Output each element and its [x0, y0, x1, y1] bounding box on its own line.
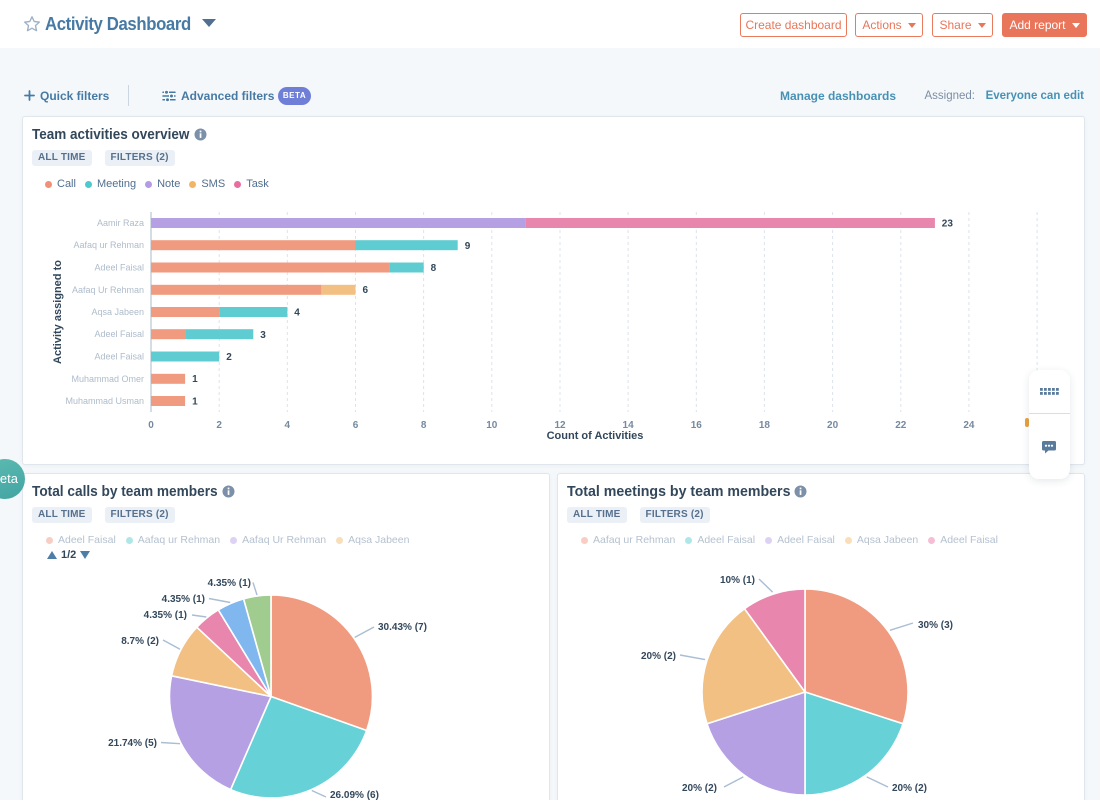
svg-text:Aqsa Jabeen: Aqsa Jabeen — [91, 307, 144, 317]
svg-text:23: 23 — [942, 219, 954, 230]
svg-text:4: 4 — [285, 420, 291, 431]
svg-text:20% (2): 20% (2) — [892, 783, 927, 794]
svg-text:1: 1 — [192, 397, 198, 408]
svg-text:4.35% (1): 4.35% (1) — [144, 610, 187, 621]
svg-text:8: 8 — [421, 420, 427, 431]
svg-text:6: 6 — [353, 420, 359, 431]
svg-text:9: 9 — [465, 241, 471, 252]
svg-text:20% (2): 20% (2) — [641, 651, 676, 662]
svg-text:26.09% (6): 26.09% (6) — [330, 790, 379, 800]
svg-text:Aamir Raza: Aamir Raza — [97, 218, 144, 228]
svg-text:6: 6 — [363, 285, 369, 296]
svg-text:Aafaq ur Rehman: Aafaq ur Rehman — [73, 240, 144, 250]
svg-text:30% (3): 30% (3) — [918, 620, 953, 631]
svg-text:Count of Activities: Count of Activities — [547, 430, 644, 442]
svg-text:30.43% (7): 30.43% (7) — [378, 622, 427, 633]
svg-text:12: 12 — [554, 420, 566, 431]
svg-text:24: 24 — [963, 420, 975, 431]
svg-text:Muhammad Omer: Muhammad Omer — [71, 374, 144, 384]
svg-text:0: 0 — [148, 420, 154, 431]
svg-text:20: 20 — [827, 420, 839, 431]
svg-text:14: 14 — [623, 420, 635, 431]
svg-text:22: 22 — [895, 420, 907, 431]
svg-text:4.35% (1): 4.35% (1) — [162, 594, 205, 605]
svg-text:18: 18 — [759, 420, 771, 431]
svg-text:4.35% (1): 4.35% (1) — [208, 578, 251, 589]
svg-text:Activity assigned to: Activity assigned to — [52, 260, 64, 364]
svg-text:2: 2 — [216, 420, 222, 431]
svg-text:Adeel Faisal: Adeel Faisal — [94, 352, 144, 362]
svg-text:8: 8 — [431, 263, 437, 274]
svg-text:Aafaq Ur Rehman: Aafaq Ur Rehman — [72, 285, 144, 295]
svg-text:Adeel Faisal: Adeel Faisal — [94, 329, 144, 339]
svg-text:10: 10 — [486, 420, 498, 431]
svg-text:Adeel Faisal: Adeel Faisal — [94, 263, 144, 273]
svg-text:8.7% (2): 8.7% (2) — [121, 636, 159, 647]
svg-text:20% (2): 20% (2) — [682, 783, 717, 794]
svg-text:3: 3 — [260, 330, 266, 341]
svg-text:1: 1 — [192, 374, 198, 385]
svg-text:4: 4 — [294, 308, 300, 319]
svg-text:21.74% (5): 21.74% (5) — [108, 738, 157, 749]
svg-text:Muhammad Usman: Muhammad Usman — [65, 396, 144, 406]
svg-text:10% (1): 10% (1) — [720, 575, 755, 586]
svg-text:16: 16 — [691, 420, 703, 431]
svg-text:2: 2 — [226, 352, 232, 363]
